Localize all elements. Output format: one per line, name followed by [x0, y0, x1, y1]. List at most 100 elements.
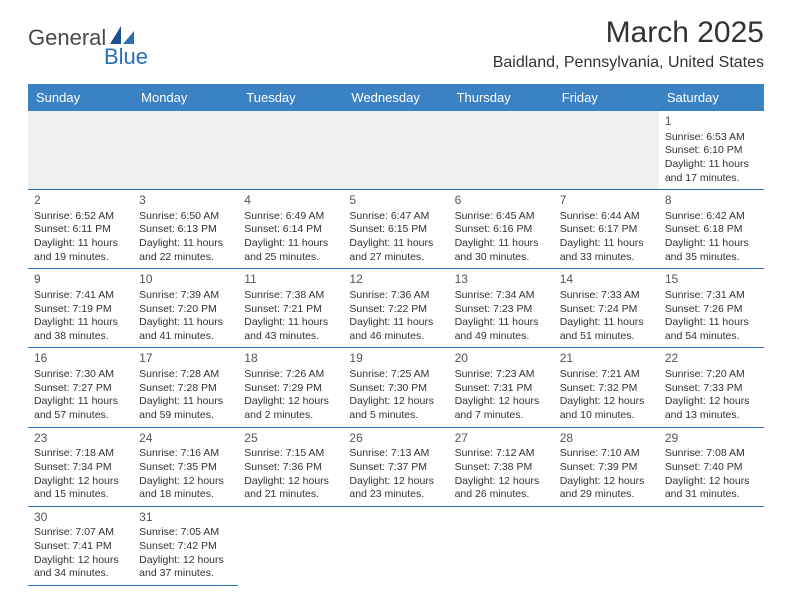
sunrise-line: Sunrise: 7:25 AM [349, 368, 442, 382]
sunset-line: Sunset: 7:38 PM [455, 461, 548, 475]
sunset-line: Sunset: 7:42 PM [139, 540, 232, 554]
day-number: 12 [349, 272, 442, 288]
day-number: 7 [560, 193, 653, 209]
day-header: Thursday [449, 84, 554, 111]
logo-text-accent: Blue [104, 44, 148, 70]
sunset-line: Sunset: 7:34 PM [34, 461, 127, 475]
calendar-cell [133, 111, 238, 190]
daylight-line: Daylight: 11 hours and 27 minutes. [349, 237, 442, 264]
day-number: 10 [139, 272, 232, 288]
daylight-line: Daylight: 11 hours and 59 minutes. [139, 395, 232, 422]
calendar-table: SundayMondayTuesdayWednesdayThursdayFrid… [28, 84, 764, 586]
calendar-cell: 6Sunrise: 6:45 AMSunset: 6:16 PMDaylight… [449, 190, 554, 269]
header: General Blue March 2025 Baidland, Pennsy… [0, 0, 792, 78]
day-number: 27 [455, 431, 548, 447]
calendar-cell: 9Sunrise: 7:41 AMSunset: 7:19 PMDaylight… [28, 269, 133, 348]
day-header: Saturday [659, 84, 764, 111]
sunset-line: Sunset: 7:37 PM [349, 461, 442, 475]
day-number: 15 [665, 272, 758, 288]
day-number: 8 [665, 193, 758, 209]
calendar-cell: 11Sunrise: 7:38 AMSunset: 7:21 PMDayligh… [238, 269, 343, 348]
sunrise-line: Sunrise: 7:18 AM [34, 447, 127, 461]
calendar-cell: 15Sunrise: 7:31 AMSunset: 7:26 PMDayligh… [659, 269, 764, 348]
day-number: 22 [665, 351, 758, 367]
daylight-line: Daylight: 12 hours and 15 minutes. [34, 475, 127, 502]
day-number: 30 [34, 510, 127, 526]
calendar-cell [343, 506, 448, 585]
day-number: 3 [139, 193, 232, 209]
sunset-line: Sunset: 6:13 PM [139, 223, 232, 237]
sunrise-line: Sunrise: 6:45 AM [455, 210, 548, 224]
sunset-line: Sunset: 7:30 PM [349, 382, 442, 396]
day-number: 13 [455, 272, 548, 288]
daylight-line: Daylight: 12 hours and 23 minutes. [349, 475, 442, 502]
month-title: March 2025 [493, 16, 764, 50]
daylight-line: Daylight: 11 hours and 54 minutes. [665, 316, 758, 343]
sunrise-line: Sunrise: 7:10 AM [560, 447, 653, 461]
calendar-cell [449, 111, 554, 190]
calendar-cell: 26Sunrise: 7:13 AMSunset: 7:37 PMDayligh… [343, 427, 448, 506]
calendar-cell: 25Sunrise: 7:15 AMSunset: 7:36 PMDayligh… [238, 427, 343, 506]
sunrise-line: Sunrise: 6:53 AM [665, 131, 758, 145]
sunrise-line: Sunrise: 7:39 AM [139, 289, 232, 303]
sunset-line: Sunset: 7:23 PM [455, 303, 548, 317]
daylight-line: Daylight: 11 hours and 57 minutes. [34, 395, 127, 422]
sunrise-line: Sunrise: 6:47 AM [349, 210, 442, 224]
day-number: 29 [665, 431, 758, 447]
day-number: 14 [560, 272, 653, 288]
calendar-cell: 23Sunrise: 7:18 AMSunset: 7:34 PMDayligh… [28, 427, 133, 506]
calendar-cell [238, 506, 343, 585]
sunset-line: Sunset: 6:10 PM [665, 144, 758, 158]
calendar-cell: 22Sunrise: 7:20 AMSunset: 7:33 PMDayligh… [659, 348, 764, 427]
day-number: 2 [34, 193, 127, 209]
sunrise-line: Sunrise: 7:08 AM [665, 447, 758, 461]
sunrise-line: Sunrise: 7:05 AM [139, 526, 232, 540]
sunset-line: Sunset: 7:32 PM [560, 382, 653, 396]
calendar-cell: 1Sunrise: 6:53 AMSunset: 6:10 PMDaylight… [659, 111, 764, 190]
calendar-cell: 2Sunrise: 6:52 AMSunset: 6:11 PMDaylight… [28, 190, 133, 269]
calendar-header-row: SundayMondayTuesdayWednesdayThursdayFrid… [28, 84, 764, 111]
calendar-cell: 8Sunrise: 6:42 AMSunset: 6:18 PMDaylight… [659, 190, 764, 269]
location: Baidland, Pennsylvania, United States [493, 54, 764, 72]
daylight-line: Daylight: 11 hours and 35 minutes. [665, 237, 758, 264]
sunset-line: Sunset: 6:16 PM [455, 223, 548, 237]
calendar-cell [343, 111, 448, 190]
calendar-cell: 13Sunrise: 7:34 AMSunset: 7:23 PMDayligh… [449, 269, 554, 348]
day-number: 20 [455, 351, 548, 367]
sunrise-line: Sunrise: 7:31 AM [665, 289, 758, 303]
daylight-line: Daylight: 12 hours and 31 minutes. [665, 475, 758, 502]
sunrise-line: Sunrise: 7:30 AM [34, 368, 127, 382]
day-number: 21 [560, 351, 653, 367]
daylight-line: Daylight: 12 hours and 34 minutes. [34, 554, 127, 581]
day-number: 4 [244, 193, 337, 209]
daylight-line: Daylight: 11 hours and 49 minutes. [455, 316, 548, 343]
sunrise-line: Sunrise: 7:16 AM [139, 447, 232, 461]
calendar-cell: 20Sunrise: 7:23 AMSunset: 7:31 PMDayligh… [449, 348, 554, 427]
sunset-line: Sunset: 7:31 PM [455, 382, 548, 396]
daylight-line: Daylight: 11 hours and 22 minutes. [139, 237, 232, 264]
calendar-cell: 30Sunrise: 7:07 AMSunset: 7:41 PMDayligh… [28, 506, 133, 585]
sunset-line: Sunset: 7:24 PM [560, 303, 653, 317]
daylight-line: Daylight: 12 hours and 13 minutes. [665, 395, 758, 422]
daylight-line: Daylight: 11 hours and 46 minutes. [349, 316, 442, 343]
day-number: 5 [349, 193, 442, 209]
calendar-cell: 5Sunrise: 6:47 AMSunset: 6:15 PMDaylight… [343, 190, 448, 269]
sunrise-line: Sunrise: 6:52 AM [34, 210, 127, 224]
sunrise-line: Sunrise: 7:23 AM [455, 368, 548, 382]
calendar-week: 23Sunrise: 7:18 AMSunset: 7:34 PMDayligh… [28, 427, 764, 506]
calendar-cell: 12Sunrise: 7:36 AMSunset: 7:22 PMDayligh… [343, 269, 448, 348]
calendar-cell: 3Sunrise: 6:50 AMSunset: 6:13 PMDaylight… [133, 190, 238, 269]
sunrise-line: Sunrise: 6:44 AM [560, 210, 653, 224]
logo: General Blue [28, 24, 136, 51]
daylight-line: Daylight: 12 hours and 29 minutes. [560, 475, 653, 502]
day-number: 6 [455, 193, 548, 209]
sunset-line: Sunset: 7:27 PM [34, 382, 127, 396]
calendar-week: 1Sunrise: 6:53 AMSunset: 6:10 PMDaylight… [28, 111, 764, 190]
calendar-cell [659, 506, 764, 585]
day-header: Sunday [28, 84, 133, 111]
calendar-cell: 29Sunrise: 7:08 AMSunset: 7:40 PMDayligh… [659, 427, 764, 506]
daylight-line: Daylight: 12 hours and 5 minutes. [349, 395, 442, 422]
calendar-cell [554, 111, 659, 190]
sunrise-line: Sunrise: 7:33 AM [560, 289, 653, 303]
day-number: 28 [560, 431, 653, 447]
